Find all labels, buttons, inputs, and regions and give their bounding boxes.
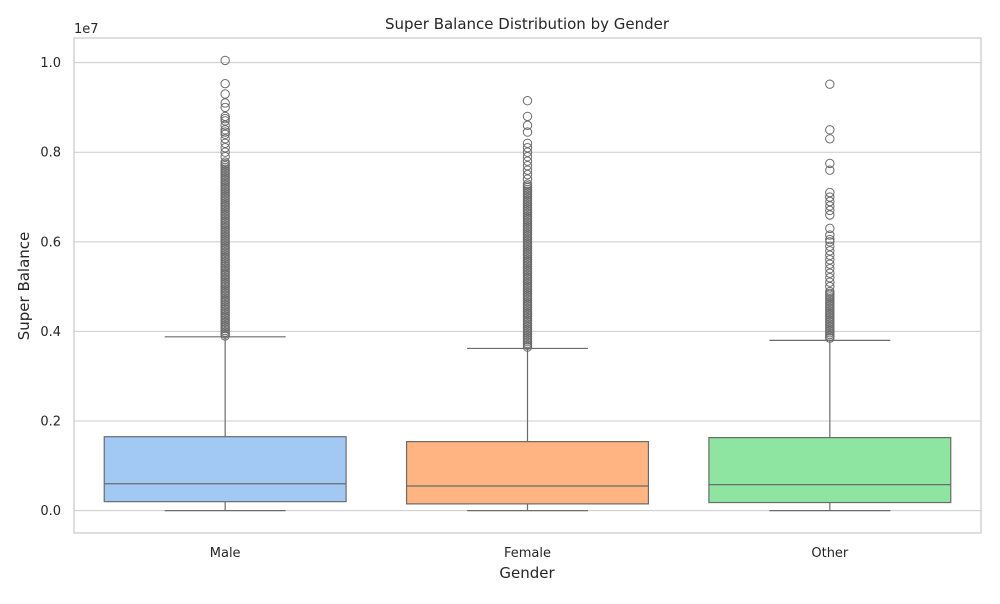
outlier-point	[220, 102, 230, 113]
outlier-point	[825, 272, 835, 283]
chart-title: Super Balance Distribution by Gender	[385, 15, 670, 33]
outlier-point	[825, 241, 835, 252]
outlier-point	[825, 259, 835, 269]
outlier-point	[825, 205, 835, 216]
y-tick-label: 0.6	[40, 235, 61, 250]
outlier-point	[522, 138, 533, 148]
outlier-point	[522, 127, 533, 137]
outlier-point	[825, 192, 835, 202]
y-tick-label: 1.0	[40, 56, 61, 71]
y-axis-scale-label: 1e7	[74, 22, 99, 37]
outlier-point	[825, 234, 835, 245]
box-male	[103, 436, 347, 503]
outlier-point	[220, 78, 230, 89]
outlier-point	[220, 120, 230, 131]
outlier-point	[825, 79, 835, 89]
outlier-point	[825, 223, 835, 234]
outlier-point	[220, 125, 230, 135]
outlier-point	[522, 96, 533, 106]
x-tick-label: Male	[210, 546, 241, 561]
y-tick-label: 0.0	[40, 504, 61, 519]
y-tick-label: 0.4	[40, 325, 61, 340]
outlier-point	[220, 143, 230, 153]
outlier-point	[522, 120, 533, 131]
outlier-point	[825, 281, 835, 292]
outlier-point	[825, 187, 835, 198]
y-axis-title: Super Balance	[15, 232, 33, 341]
outlier-point	[825, 268, 835, 278]
outlier-point	[825, 201, 835, 211]
x-tick-label: Other	[811, 546, 849, 561]
outlier-point	[220, 134, 230, 144]
box-other	[708, 436, 952, 504]
outlier-point	[825, 246, 835, 256]
outlier-point	[522, 179, 533, 189]
outlier-point	[220, 98, 230, 108]
outlier-point	[220, 127, 230, 137]
outlier-point	[825, 125, 835, 135]
outlier-point	[522, 174, 533, 184]
plot-frame	[73, 37, 982, 534]
x-axis-title: Gender	[499, 564, 555, 582]
outlier-point	[522, 152, 533, 162]
outlier-point	[220, 113, 230, 124]
outlier-point	[825, 134, 835, 144]
outlier-point	[825, 230, 835, 240]
outlier-point	[220, 111, 230, 122]
outlier-point	[522, 143, 533, 153]
y-tick-label: 0.8	[40, 146, 61, 161]
outlier-point	[522, 156, 533, 166]
outlier-point	[220, 89, 230, 99]
outlier-point	[825, 250, 835, 260]
outlier-point	[220, 138, 230, 148]
outlier-point	[220, 152, 230, 162]
box-female	[405, 441, 650, 505]
outlier-point	[522, 111, 533, 122]
outlier-point	[220, 129, 230, 140]
x-tick-label: Female	[504, 546, 551, 561]
outlier-point	[522, 160, 533, 171]
outlier-point	[220, 116, 230, 126]
outlier-point	[522, 147, 533, 157]
plot-area: 0.0 0.2 0.4 0.6 0.8 1.0 Male Female Other	[40, 37, 982, 561]
outlier-point	[825, 158, 835, 169]
outlier-point	[220, 157, 230, 167]
outlier-point	[522, 165, 533, 175]
outlier-point	[825, 264, 835, 274]
outlier-point	[220, 55, 230, 66]
outlier-point	[825, 255, 835, 265]
outlier-point	[825, 165, 835, 175]
outlier-point	[825, 286, 835, 297]
outlier-point	[825, 196, 835, 207]
outlier-point	[825, 277, 835, 287]
y-tick-label: 0.2	[40, 415, 61, 430]
outlier-point	[825, 237, 835, 247]
outlier-point	[220, 147, 230, 157]
outlier-point	[825, 210, 835, 220]
outlier-point	[522, 169, 533, 180]
